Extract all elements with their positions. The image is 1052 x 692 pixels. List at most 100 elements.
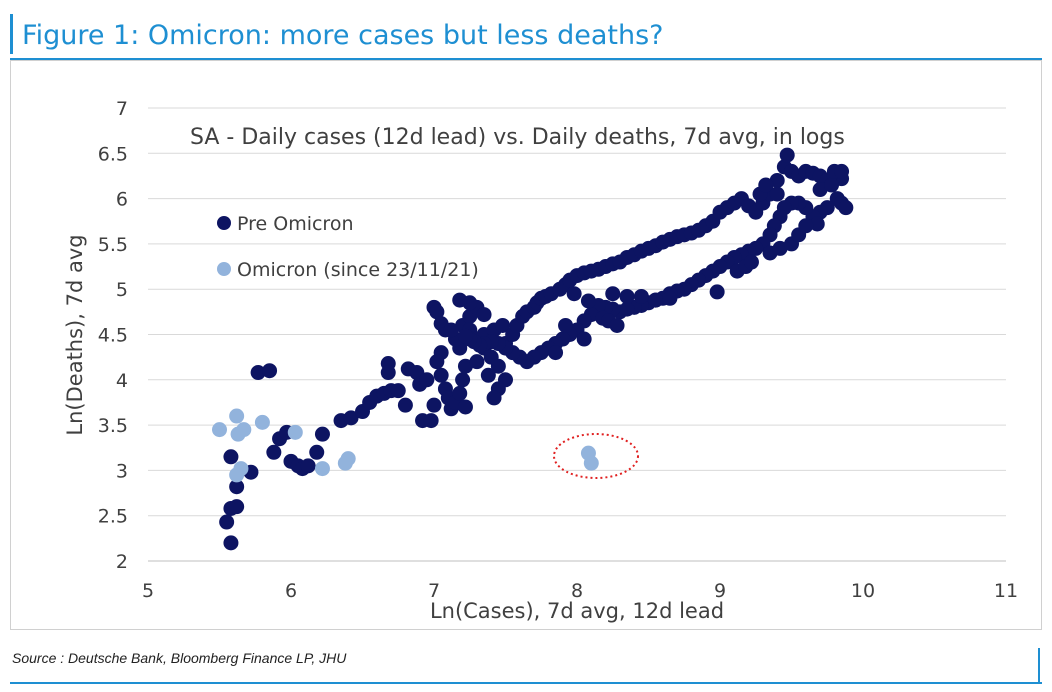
data-point-pre-omicron (219, 514, 235, 530)
data-point-pre-omicron (426, 397, 442, 413)
data-point-pre-omicron (609, 317, 625, 333)
data-point-pre-omicron (838, 200, 854, 216)
data-point-pre-omicron (495, 317, 511, 333)
y-tick-label: 4 (116, 370, 128, 392)
data-point-pre-omicron (429, 304, 445, 320)
data-point-pre-omicron (229, 479, 245, 495)
data-point-omicron (212, 422, 227, 438)
y-tick-label: 4.5 (98, 325, 128, 347)
data-point-omicron (340, 451, 356, 467)
data-point-pre-omicron (779, 147, 795, 163)
title-accent-bar (10, 14, 13, 54)
x-tick-label: 11 (994, 580, 1018, 602)
x-tick-labels: 5 6 7 8 9 10 11 (142, 580, 1018, 602)
legend-marker-pre-omicron (217, 216, 231, 230)
top-rule (10, 58, 1042, 60)
data-point-pre-omicron (266, 444, 282, 460)
data-point-pre-omicron (390, 383, 406, 399)
figure-title: Figure 1: Omicron: more cases but less d… (22, 20, 664, 51)
data-point-pre-omicron (455, 372, 471, 388)
data-point-pre-omicron (429, 354, 445, 370)
data-point-pre-omicron (809, 216, 825, 232)
data-point-pre-omicron (423, 413, 439, 429)
data-point-pre-omicron (262, 363, 278, 379)
data-point-pre-omicron (229, 499, 245, 515)
legend-label-pre-omicron: Pre Omicron (237, 213, 354, 235)
data-point-pre-omicron (223, 449, 239, 465)
legend-label-omicron: Omicron (since 23/11/21) (237, 259, 479, 281)
y-tick-label: 3 (116, 460, 128, 482)
y-tick-label: 5.5 (98, 234, 128, 256)
data-point-pre-omicron (457, 358, 473, 374)
data-point-pre-omicron (580, 293, 596, 309)
data-point-pre-omicron (772, 240, 788, 256)
y-tick-label: 5 (116, 279, 128, 301)
data-point-omicron (233, 461, 249, 477)
data-point-omicron (287, 424, 303, 440)
data-point-pre-omicron (824, 177, 840, 193)
data-point-pre-omicron (443, 322, 459, 338)
data-point-omicron (236, 422, 252, 438)
annotation-ellipse (553, 433, 639, 479)
y-tick-labels: 2 2.5 3 3.5 4 4.5 5 5.5 6 6.5 7 (98, 98, 128, 573)
legend: Pre Omicron Omicron (since 23/11/21) (217, 213, 479, 281)
legend-marker-omicron (217, 262, 231, 276)
data-point-pre-omicron (419, 372, 435, 388)
data-point-pre-omicron (558, 317, 574, 333)
data-point-pre-omicron (758, 177, 774, 193)
scatter-chart: 2 2.5 3 3.5 4 4.5 5 5.5 6 6.5 7 5 6 7 8 9 10 11 SA - Dai… (63, 98, 1018, 623)
data-point-omicron (254, 414, 270, 430)
y-axis-label: Ln(Deaths), 7d avg (63, 234, 87, 435)
data-point-pre-omicron (314, 426, 330, 442)
footer-accent-bar (1038, 648, 1040, 682)
x-axis-label: Ln(Cases), 7d avg, 12d lead (430, 599, 724, 623)
y-tick-label: 7 (116, 98, 128, 120)
y-tick-label: 2.5 (98, 506, 128, 528)
x-tick-label: 10 (851, 580, 875, 602)
y-tick-label: 3.5 (98, 415, 128, 437)
data-point-pre-omicron (619, 288, 635, 304)
y-tick-label: 6.5 (98, 143, 128, 165)
data-point-pre-omicron (566, 286, 582, 302)
x-tick-label: 7 (428, 580, 440, 602)
data-point-pre-omicron (343, 410, 359, 426)
data-point-pre-omicron (486, 390, 502, 406)
data-point-pre-omicron (648, 292, 664, 308)
data-point-pre-omicron (633, 288, 649, 304)
data-point-pre-omicron (480, 367, 496, 383)
x-tick-label: 6 (285, 580, 297, 602)
data-point-pre-omicron (300, 458, 316, 474)
data-point-pre-omicron (812, 182, 828, 198)
data-point-pre-omicron (397, 397, 413, 413)
data-point-omicron (229, 408, 245, 424)
data-point-pre-omicron (469, 354, 485, 370)
data-point-pre-omicron (476, 307, 492, 323)
x-tick-label: 5 (142, 580, 154, 602)
data-point-pre-omicron (548, 345, 564, 361)
data-point-pre-omicron (452, 292, 468, 308)
data-point-pre-omicron (380, 365, 396, 381)
data-points (212, 147, 854, 551)
x-tick-label: 8 (571, 580, 583, 602)
data-point-pre-omicron (223, 535, 239, 551)
chart-frame (10, 60, 1042, 630)
x-tick-label: 9 (714, 580, 726, 602)
data-point-pre-omicron (452, 385, 468, 401)
data-point-pre-omicron (457, 399, 473, 415)
data-point-pre-omicron (250, 365, 266, 381)
source-note: Source : Deutsche Bank, Bloomberg Financ… (12, 650, 347, 666)
data-point-omicron (583, 455, 599, 471)
data-point-pre-omicron (798, 218, 814, 234)
data-point-pre-omicron (769, 172, 785, 188)
data-point-pre-omicron (709, 284, 725, 300)
data-point-pre-omicron (743, 254, 759, 270)
data-point-pre-omicron (576, 331, 592, 347)
data-point-pre-omicron (490, 358, 506, 374)
data-point-pre-omicron (834, 163, 850, 179)
data-point-pre-omicron (769, 186, 785, 202)
data-point-omicron (314, 461, 330, 477)
chart-inner-title: SA - Daily cases (12d lead) vs. Daily de… (190, 125, 845, 150)
data-point-pre-omicron (457, 328, 473, 344)
data-point-pre-omicron (309, 444, 325, 460)
data-point-pre-omicron (605, 286, 621, 302)
